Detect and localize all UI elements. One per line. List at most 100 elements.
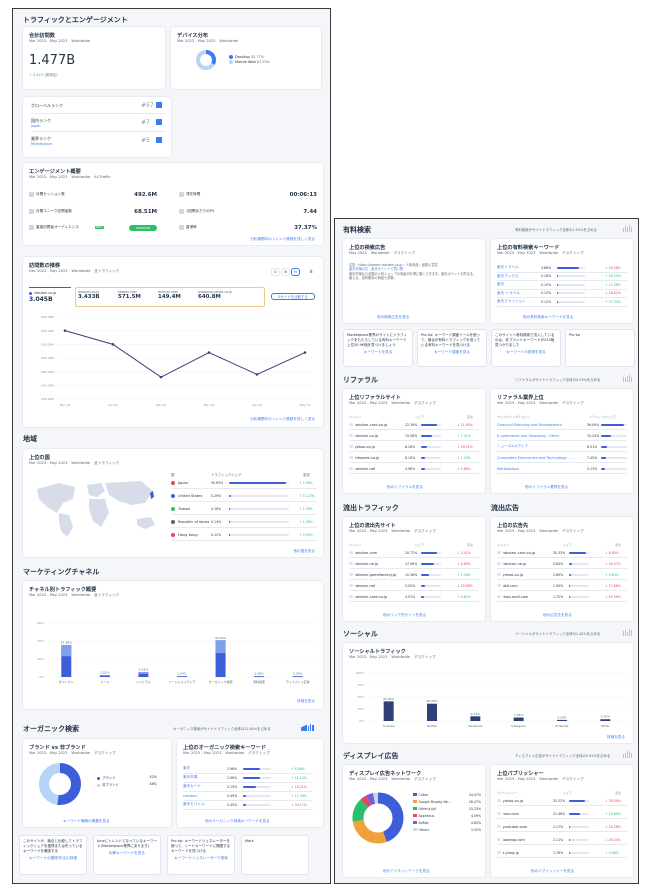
data-point[interactable] [303, 351, 307, 354]
row-share: 7.45% [587, 455, 598, 460]
organic-keyword-row[interactable]: 楽天カード 2.19% ↓ 18.21% [183, 783, 313, 790]
ad-destination-row[interactable]: rakuten-card.co.jp 35.33% ↓ 6.65% [497, 549, 627, 556]
ad-destination-row[interactable]: yahoo.co.jp 2.89% ↑ 9.63% [497, 571, 627, 578]
data-point[interactable] [207, 351, 211, 354]
bar[interactable] [470, 716, 481, 721]
search-ad-headline[interactable]: 楽天市場公式 - 楽天ポイントで買い物 [349, 267, 404, 272]
channels-detail-link[interactable]: 詳細を見る [297, 699, 315, 703]
competitor-tile[interactable]: amazon.co.jp 3.433B [78, 290, 100, 300]
country-row[interactable]: Japan 95.63% ↑ 4.56% [171, 479, 317, 486]
data-point[interactable] [111, 343, 115, 346]
ad-destination-row[interactable]: dell.com 1.95% ↓ 37.86% [497, 582, 627, 589]
referral-site-row[interactable]: rakuten.co.jp 15.58% ↑ 7.41% [349, 432, 479, 439]
bar[interactable] [513, 717, 524, 721]
paid-keyword-row[interactable]: 楽天ファッション 0.12% ↑ 37.33% [497, 298, 627, 305]
publisher-row[interactable]: youtuber.com 2.17% ↓ 18.38% [497, 823, 627, 830]
tip-link[interactable]: 旬節キーワードを見る [109, 851, 145, 855]
publisher-row[interactable]: tabelog.com 2.11% ↓ 28.34% [497, 836, 627, 843]
bar[interactable] [138, 672, 149, 677]
publisher-row[interactable]: yahoo.co.jp 33.22% ↓ 38.59% [497, 797, 627, 804]
toggle-daily[interactable]: D [271, 268, 280, 276]
right-report-panel: 有料検索 有料検索がサイトトラフィック全体の1.04%を占める 上位の検索広告 … [334, 218, 639, 884]
country-row[interactable]: United States 0.29% ↑ 11.27% [171, 492, 317, 499]
outgoing-site-row[interactable]: rakuten.ne.jp 17.06% ↓ 6.89% [349, 560, 479, 567]
share-icon[interactable]: ⋔ [309, 269, 314, 275]
organic-keyword-row[interactable]: 楽天モバイル 0.45% ↓ 30.17% [183, 801, 313, 808]
outgoing-site-row[interactable]: rakuten.gamefactory.jp 10.38% ↑ 1.26% [349, 571, 479, 578]
organic-keyword-row[interactable]: 楽天市場 2.96% ↑ 11.14% [183, 774, 313, 781]
paid-keyword-row[interactable]: 楽天ブックス 0.18% ↑ 55.22% [497, 273, 627, 280]
more-ad-destinations-link[interactable]: 他の広告先を見る [543, 613, 572, 617]
more-paid-keywords-link[interactable]: 他の有料検索キーワードを見る [523, 315, 574, 319]
industry-rank-link[interactable]: Marketplace [31, 142, 52, 146]
more-search-ads-link[interactable]: 他の検索広告を見る [377, 315, 410, 319]
toggle-monthly[interactable]: M [291, 268, 300, 276]
organic-keyword-row[interactable]: rakuten 0.49% ↑ 11.39% [183, 792, 313, 799]
ad-destination-row[interactable]: rakuten.ne.jp 5.84% ↓ 56.47% [497, 560, 627, 567]
referral-industry-row[interactable]: Marketplace 5.13% [497, 465, 627, 472]
more-referrals-link[interactable]: 他のリファラルを見る [387, 485, 423, 489]
tip-link[interactable]: キーワードジェネレーターで検索 [174, 856, 228, 860]
referral-site-row[interactable]: yahoo.co.jp 8.18% ↓ 49.21% [349, 443, 479, 450]
outgoing-site-row[interactable]: rakuten.net 5.05% ↓ 20.98% [349, 582, 479, 589]
country-name: Taiwan [178, 506, 191, 511]
trend-detail-link[interactable]: 分析期間中のトレンド推移を詳しく見る [250, 417, 315, 421]
share-bar [421, 445, 441, 448]
bar[interactable] [177, 676, 187, 677]
outgoing-site-row[interactable]: rakuten-card.co.jp 4.51% ↑ 0.61% [349, 593, 479, 600]
bar[interactable] [292, 676, 303, 677]
more-outgoing-link[interactable]: 他のリンク先サイトを見る [383, 613, 427, 617]
more-publishers-link[interactable]: 他のパブリッシャーを見る [531, 869, 575, 873]
referral-site-row[interactable]: rakuten.net 4.96% ↓ 5.88% [349, 465, 479, 472]
main-site-tile[interactable]: rakuten.co.jp 3.045B [29, 287, 71, 307]
more-organic-keywords-link[interactable]: 他のオーガニック検索キーワードを見る [205, 819, 270, 823]
ad-destination-row[interactable]: rtwo-mall.com 1.72% ↓ 62.59% [497, 593, 627, 600]
publisher-row[interactable]: s.yimg.jp 1.76% ↑ 0.86% [497, 849, 627, 856]
paid-keyword-row[interactable]: 楽天トラベル 3.86% ↓ 26.38% [497, 264, 627, 271]
more-countries-link[interactable]: 他の国を見る [293, 549, 315, 553]
country-row[interactable]: Hong Kong 0.12% ↑ 5.93% [171, 531, 317, 538]
upgrade-button[interactable]: UPGRADE [129, 224, 157, 231]
tip-link[interactable]: キーワードの詳細を見る [506, 350, 546, 354]
bar[interactable] [427, 703, 437, 721]
referral-industry-row[interactable]: Computers Electronics and Technology - O… [497, 454, 627, 461]
competitor-tile[interactable]: mercari.com 149.4M [158, 290, 181, 300]
tip-link[interactable]: キーワードを見る [363, 350, 393, 354]
bar[interactable] [600, 719, 611, 721]
referral-industry-row[interactable]: E-commerce and Shopping - Other 15.24% [497, 432, 627, 439]
more-industries-link[interactable]: 他のリファラル業界を見る [525, 485, 569, 489]
social-detail-link[interactable]: 詳細を見る [607, 735, 625, 739]
referral-industry-row[interactable]: Financial Planning and Management 36.09% [497, 421, 627, 428]
competitor-tile[interactable]: shopping.yahoo.co.jp 640.8M [198, 290, 232, 300]
row-change: ↑ 0.61% [457, 594, 471, 599]
bar[interactable] [557, 719, 567, 721]
paid-keyword-row[interactable]: 楽天 トラベル 0.13% ↓ 26.02% [497, 290, 627, 297]
compare-sites-button[interactable]: 8サイトを比較する [271, 293, 315, 300]
bar[interactable] [61, 645, 72, 677]
country-row[interactable]: Republic of Korea 0.14% ↑ 1.58% [171, 518, 317, 525]
toggle-weekly[interactable]: W [281, 268, 290, 276]
country-rank-link[interactable]: Japan [31, 124, 41, 128]
referral-industry-row[interactable]: ニュース&メディア 8.51% [497, 443, 627, 450]
bar[interactable] [254, 676, 265, 677]
organic-keyword-row[interactable]: 楽天 2.96% ↑ 6.08% [183, 765, 313, 772]
more-ad-networks-link[interactable]: 他のアドネットワークを見る [383, 869, 430, 873]
data-point[interactable] [63, 329, 67, 332]
bar[interactable] [383, 701, 394, 721]
row-change: ↓ 6.89% [457, 561, 471, 566]
data-point[interactable] [255, 373, 259, 376]
data-point[interactable] [159, 375, 163, 379]
tip-link[interactable]: キーワードの獲得/失注の詳細 [29, 856, 77, 860]
tip-link[interactable]: キーワード調査を見る [434, 350, 470, 354]
country-row[interactable]: Taiwan 0.18% ↑ 1.30% [171, 505, 317, 512]
referral-site-row[interactable]: infoseek.co.jp 6.19% ↑ 1.16% [349, 454, 479, 461]
publisher-row[interactable]: msn.com 21.46% ↑ 10.85% [497, 810, 627, 817]
keyword-strategy-link[interactable]: キーワード戦略の概要を見る [63, 819, 110, 823]
bar[interactable] [215, 640, 226, 677]
paid-keyword-row[interactable]: 楽天 0.15% ↑ 12.38% [497, 281, 627, 288]
competitor-tile[interactable]: kakaku.com 571.5M [118, 290, 141, 300]
outgoing-site-row[interactable]: rakuten.com 20.72% ↓ 3.41% [349, 549, 479, 556]
bar[interactable] [99, 675, 110, 677]
referral-site-row[interactable]: rakuten-card.co.jp 22.39% ↓ 21.95% [349, 421, 479, 428]
engagement-trend-link[interactable]: 分析期間中のトレンド推移を詳しく見る [250, 237, 315, 241]
